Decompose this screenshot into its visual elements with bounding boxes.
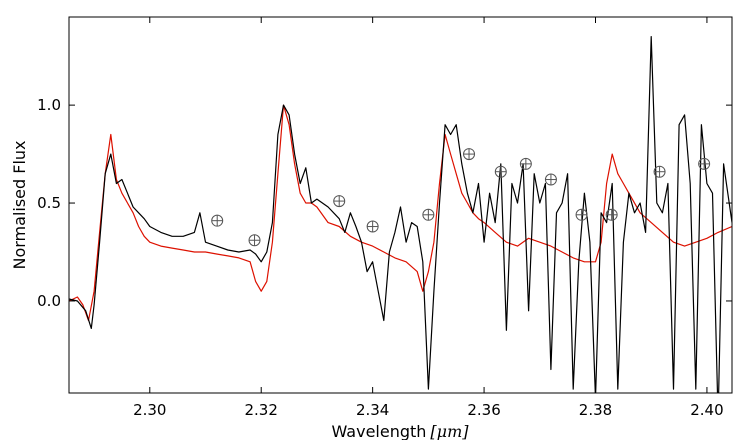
telluric-marker <box>494 165 507 178</box>
y-axis-label: Normalised Flux <box>10 140 29 269</box>
plot-frame <box>68 16 733 394</box>
x-tick-label: 2.38 <box>579 401 612 419</box>
x-axis-label-text: Wavelength <box>332 422 427 440</box>
telluric-marker <box>422 208 435 221</box>
x-tick-label: 2.32 <box>245 401 278 419</box>
x-tick-label: 2.40 <box>690 401 723 419</box>
telluric-marker-layer <box>211 148 711 247</box>
telluric-marker <box>605 208 618 221</box>
x-tick-label: 2.36 <box>467 401 500 419</box>
series-layer <box>69 36 732 393</box>
x-axis-label: Wavelength [μm] <box>332 422 470 440</box>
telluric-marker <box>211 214 224 227</box>
x-axis-label-unit: [μm] <box>430 422 469 440</box>
y-tick-label: 0.0 <box>37 292 61 310</box>
telluric-marker <box>544 173 557 186</box>
telluric-marker <box>333 195 346 208</box>
y-tick-label: 1.0 <box>37 96 61 114</box>
telluric-marker <box>698 157 711 170</box>
series-line-1 <box>69 36 732 393</box>
series-line-2 <box>69 104 732 322</box>
telluric-marker <box>653 165 666 178</box>
y-tick-label: 0.5 <box>37 194 61 212</box>
telluric-marker <box>366 220 379 233</box>
x-axis-ticks: 2.30 2.32 2.34 2.36 2.38 2.40 <box>133 17 724 419</box>
y-axis-ticks: 0.0 0.5 1.0 <box>37 96 732 310</box>
telluric-marker <box>463 148 476 161</box>
telluric-marker <box>248 234 261 247</box>
x-tick-label: 2.34 <box>356 401 389 419</box>
x-tick-label: 2.30 <box>133 401 166 419</box>
telluric-marker <box>575 208 588 221</box>
telluric-marker <box>519 157 532 170</box>
